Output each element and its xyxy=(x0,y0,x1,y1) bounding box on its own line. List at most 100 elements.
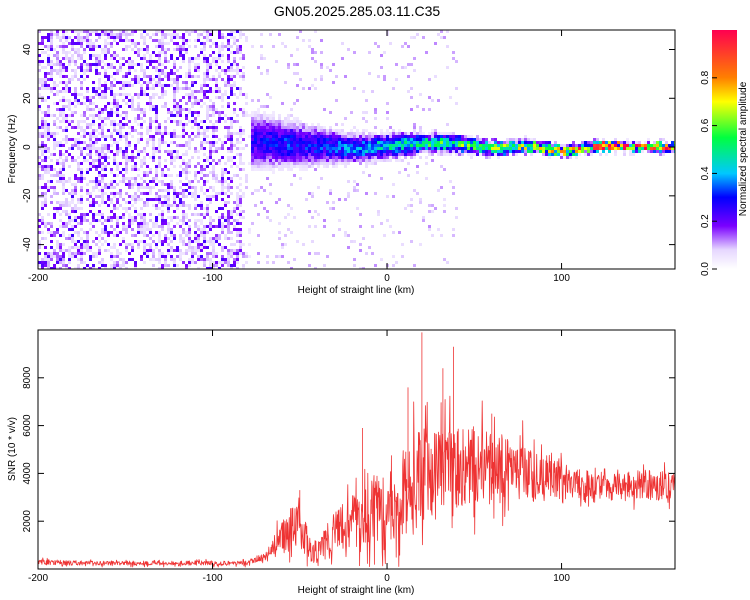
spectrogram-cell xyxy=(242,147,245,150)
spectrogram-cell xyxy=(89,147,92,150)
spectrogram-cell xyxy=(314,210,317,213)
spectrogram-cell xyxy=(290,156,293,159)
spectrogram-cell xyxy=(164,72,167,75)
spectrogram-cell xyxy=(77,39,80,42)
spectrogram-cell xyxy=(488,150,491,153)
spectrogram-cell xyxy=(152,120,155,123)
spectrogram-cell xyxy=(200,246,203,249)
spectrogram-cell xyxy=(212,240,215,243)
spectrogram-cell xyxy=(167,186,170,189)
spectrogram-cell xyxy=(359,141,362,144)
spectrogram-cell xyxy=(293,72,296,75)
spectrogram-cell xyxy=(566,144,569,147)
spectrogram-cell xyxy=(260,186,263,189)
spectrogram-cell xyxy=(137,132,140,135)
spectrogram-cell xyxy=(245,252,248,255)
spectrogram-cell xyxy=(104,90,107,93)
spectrogram-cell xyxy=(77,252,80,255)
spectrogram-cell xyxy=(173,186,176,189)
spectrogram-cell xyxy=(293,162,296,165)
spectrogram-cell xyxy=(98,60,101,63)
spectrogram-cell xyxy=(473,150,476,153)
spectrogram-cell xyxy=(41,258,44,261)
spectrogram-cell xyxy=(113,99,116,102)
spectrogram-cell xyxy=(149,54,152,57)
spectrogram-cell xyxy=(275,201,278,204)
spectrogram-cell xyxy=(188,99,191,102)
spectrogram-cell xyxy=(104,183,107,186)
spectrogram-cell xyxy=(161,138,164,141)
spectrogram-cell xyxy=(443,144,446,147)
spectrogram-cell xyxy=(437,147,440,150)
spectrogram-cell xyxy=(122,156,125,159)
spectrogram-cell xyxy=(131,84,134,87)
spectrogram-cell xyxy=(119,267,122,269)
spectrogram-cell xyxy=(206,39,209,42)
spectrogram-cell xyxy=(218,87,221,90)
spectrogram-cell xyxy=(386,147,389,150)
spectrogram-cell xyxy=(299,159,302,162)
spectrogram-cell xyxy=(248,114,251,117)
spectrogram-cell xyxy=(290,165,293,168)
spectrogram-cell xyxy=(263,117,266,120)
spectrogram-cell xyxy=(146,48,149,51)
spectrogram-cell xyxy=(470,147,473,150)
spectrogram-cell xyxy=(227,258,230,261)
spectrogram-cell xyxy=(155,81,158,84)
spectrogram-cell xyxy=(137,141,140,144)
spectrogram-cell xyxy=(275,138,278,141)
spectrogram-cell xyxy=(236,39,239,42)
spectrogram-cell xyxy=(266,117,269,120)
spectrogram-cell xyxy=(131,246,134,249)
spectrogram-cell xyxy=(221,45,224,48)
spectrogram-cell xyxy=(242,267,245,269)
spectrogram-cell xyxy=(116,201,119,204)
spectrogram-cell xyxy=(134,219,137,222)
spectrogram-cell xyxy=(218,30,221,33)
spectrogram-cell xyxy=(581,147,584,150)
spectrogram-cell xyxy=(338,156,341,159)
spectrogram-cell xyxy=(209,195,212,198)
spectrogram-cell xyxy=(68,108,71,111)
spectrogram-cell xyxy=(155,126,158,129)
spectrogram-cell xyxy=(356,144,359,147)
spectrogram-cell xyxy=(266,93,269,96)
spectrogram-cell xyxy=(227,57,230,60)
spectrogram-cell xyxy=(185,174,188,177)
spectrogram-cell xyxy=(257,234,260,237)
spectrogram-cell xyxy=(536,141,539,144)
spectrogram-cell xyxy=(317,213,320,216)
spectrogram-cell xyxy=(164,174,167,177)
spectrogram-cell xyxy=(251,159,254,162)
spectrogram-cell xyxy=(326,147,329,150)
spectrogram-cell xyxy=(317,153,320,156)
spectrogram-cell xyxy=(356,207,359,210)
spectrogram-cell xyxy=(230,150,233,153)
spectrogram-cell xyxy=(203,159,206,162)
spectrogram-cell xyxy=(203,120,206,123)
spectrogram-cell xyxy=(161,90,164,93)
spectrogram-cell xyxy=(176,75,179,78)
spectrogram-cell xyxy=(413,264,416,267)
spectrogram-cell xyxy=(122,123,125,126)
spectrogram-cell xyxy=(92,180,95,183)
spectrogram-cell xyxy=(101,216,104,219)
spectrogram-cell xyxy=(491,141,494,144)
spectrogram-cell xyxy=(80,42,83,45)
spectrogram-cell xyxy=(161,216,164,219)
spectrogram-cell xyxy=(206,246,209,249)
spectrogram-cell xyxy=(62,231,65,234)
spectrogram-cell xyxy=(188,234,191,237)
spectrogram-cell xyxy=(488,153,491,156)
spectrogram-cell xyxy=(221,99,224,102)
spectrogram-cell xyxy=(77,201,80,204)
spectrogram-cell xyxy=(350,141,353,144)
spectrogram-cell xyxy=(104,264,107,267)
spectrogram-cell xyxy=(299,30,302,33)
spectrogram-cell xyxy=(308,264,311,267)
spectrogram-cell xyxy=(296,153,299,156)
spectrogram-cell xyxy=(293,117,296,120)
spectrogram-cell xyxy=(194,246,197,249)
spectrogram-cell xyxy=(158,258,161,261)
spectrogram-cell xyxy=(158,144,161,147)
